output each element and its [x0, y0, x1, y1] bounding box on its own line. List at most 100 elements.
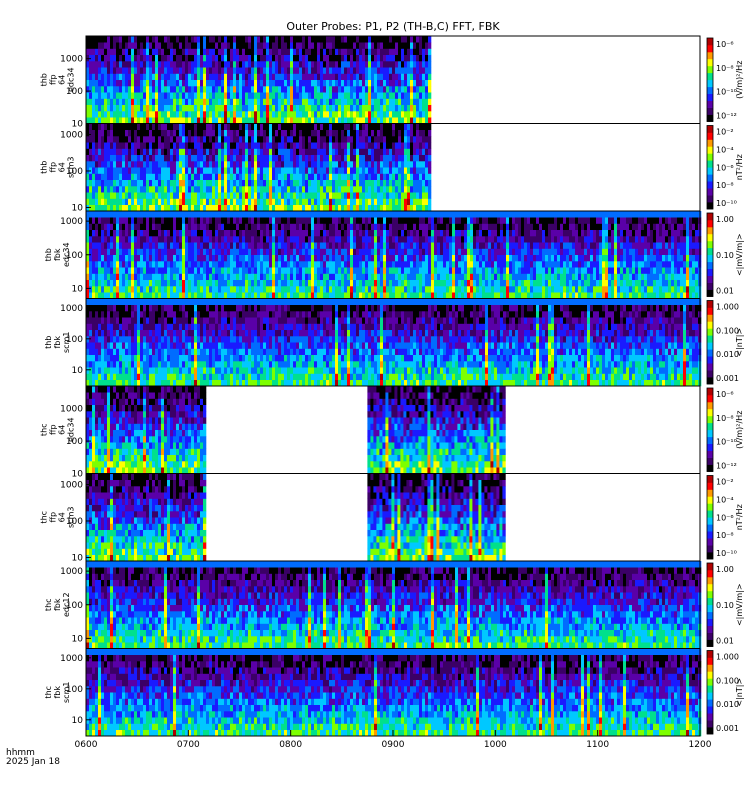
spectrogram-cell [95, 73, 99, 80]
spectrogram-cell [299, 79, 303, 87]
spectrogram-cell [353, 54, 357, 62]
spectrogram-cell [233, 223, 237, 230]
spectrogram-cell [113, 154, 117, 162]
spectrogram-cell [299, 229, 303, 237]
spectrogram-cell [395, 236, 399, 243]
spectrogram-cell [170, 136, 174, 143]
spectrogram-cell [110, 79, 114, 87]
spectrogram-cell [416, 192, 420, 199]
spectrogram-cell [203, 48, 207, 55]
spectrogram-cell [194, 242, 198, 249]
spectrogram-cell [164, 179, 168, 187]
spectrogram-cell [428, 67, 432, 74]
spectrogram-cell [104, 161, 108, 168]
spectrogram-cell [335, 242, 339, 249]
spectrogram-cell [95, 198, 99, 205]
spectrogram-cell [353, 286, 357, 293]
spectrogram-cell [335, 236, 339, 243]
spectrogram-cell [122, 236, 126, 243]
spectrogram-cell [392, 192, 396, 199]
spectrogram-cell [116, 211, 120, 218]
spectrogram-cell [113, 173, 117, 180]
spectrogram-cell [125, 67, 129, 74]
spectrogram-cell [221, 223, 225, 230]
spectrogram-cell [86, 129, 90, 137]
spectrogram-cell [440, 217, 444, 224]
spectrogram-cell [275, 42, 279, 49]
spectrogram-cell [161, 204, 165, 212]
spectrogram-cell [224, 48, 228, 55]
spectrogram-cell [344, 61, 348, 68]
spectrogram-cell [116, 54, 120, 62]
spectrogram-cell [107, 173, 111, 180]
spectrogram-cell [248, 79, 252, 87]
spectrogram-cell [128, 198, 132, 205]
spectrogram-cell [206, 67, 210, 74]
spectrogram-cell [386, 98, 390, 105]
spectrogram-cell [119, 161, 123, 168]
spectrogram-cell [92, 273, 96, 280]
spectrogram-cell [101, 267, 105, 274]
spectrogram-cell [182, 54, 186, 62]
spectrogram-cell [260, 236, 264, 243]
spectrogram-cell [125, 111, 129, 118]
spectrogram-cell [269, 173, 273, 180]
spectrogram-cell [299, 86, 303, 93]
spectrogram-cell [419, 111, 423, 118]
spectrogram-cell [215, 104, 219, 112]
spectrogram-cell [389, 161, 393, 168]
spectrogram-cell [344, 279, 348, 287]
spectrogram-cell [401, 129, 405, 137]
spectrogram-cell [239, 192, 243, 199]
spectrogram-cell [122, 242, 126, 249]
spectrogram-cell [335, 148, 339, 155]
spectrogram-cell [212, 217, 216, 224]
spectrogram-cell [305, 173, 309, 180]
spectrogram-cell [164, 104, 168, 112]
spectrogram-cell [419, 273, 423, 280]
spectrogram-cell [200, 54, 204, 62]
spectrogram-cell [89, 36, 93, 43]
spectrogram-cell [407, 54, 411, 62]
spectrogram-cell [356, 204, 360, 212]
spectrogram-cell [329, 117, 333, 124]
spectrogram-cell [293, 86, 297, 93]
spectrogram-cell [197, 104, 201, 112]
spectrogram-cell [122, 111, 126, 118]
spectrogram-cell [260, 136, 264, 143]
spectrogram-cell [353, 142, 357, 149]
spectrogram-cell [410, 54, 414, 62]
spectrogram-cell [362, 261, 366, 268]
spectrogram-cell [242, 129, 246, 137]
spectrogram-cell [218, 117, 222, 124]
spectrogram-cell [413, 129, 417, 137]
spectrogram-cell [224, 217, 228, 224]
spectrogram-cell [368, 104, 372, 112]
spectrogram-cell [92, 236, 96, 243]
spectrogram-cell [110, 73, 114, 80]
spectrogram-cell [155, 154, 159, 162]
spectrogram-cell [407, 211, 411, 218]
spectrogram-cell [233, 167, 237, 174]
spectrogram-cell [158, 217, 162, 224]
spectrogram-cell [233, 211, 237, 218]
spectrogram-cell [215, 48, 219, 55]
spectrogram-cell [245, 292, 249, 299]
spectrogram-cell [413, 286, 417, 293]
spectrogram-cell [182, 242, 186, 249]
spectrogram-cell [134, 292, 138, 299]
spectrogram-cell [245, 192, 249, 199]
spectrogram-cell [245, 236, 249, 243]
spectrogram-cell [242, 111, 246, 118]
spectrogram-cell [326, 54, 330, 62]
spectrogram-cell [371, 123, 375, 130]
spectrogram-cell [146, 54, 150, 62]
spectrogram-cell [281, 292, 285, 299]
spectrogram-cell [350, 42, 354, 49]
spectrogram-cell [95, 154, 99, 162]
spectrogram-cell [239, 86, 243, 93]
spectrogram-cell [212, 136, 216, 143]
spectrogram-cell [173, 273, 177, 280]
spectrogram-cell [194, 167, 198, 174]
